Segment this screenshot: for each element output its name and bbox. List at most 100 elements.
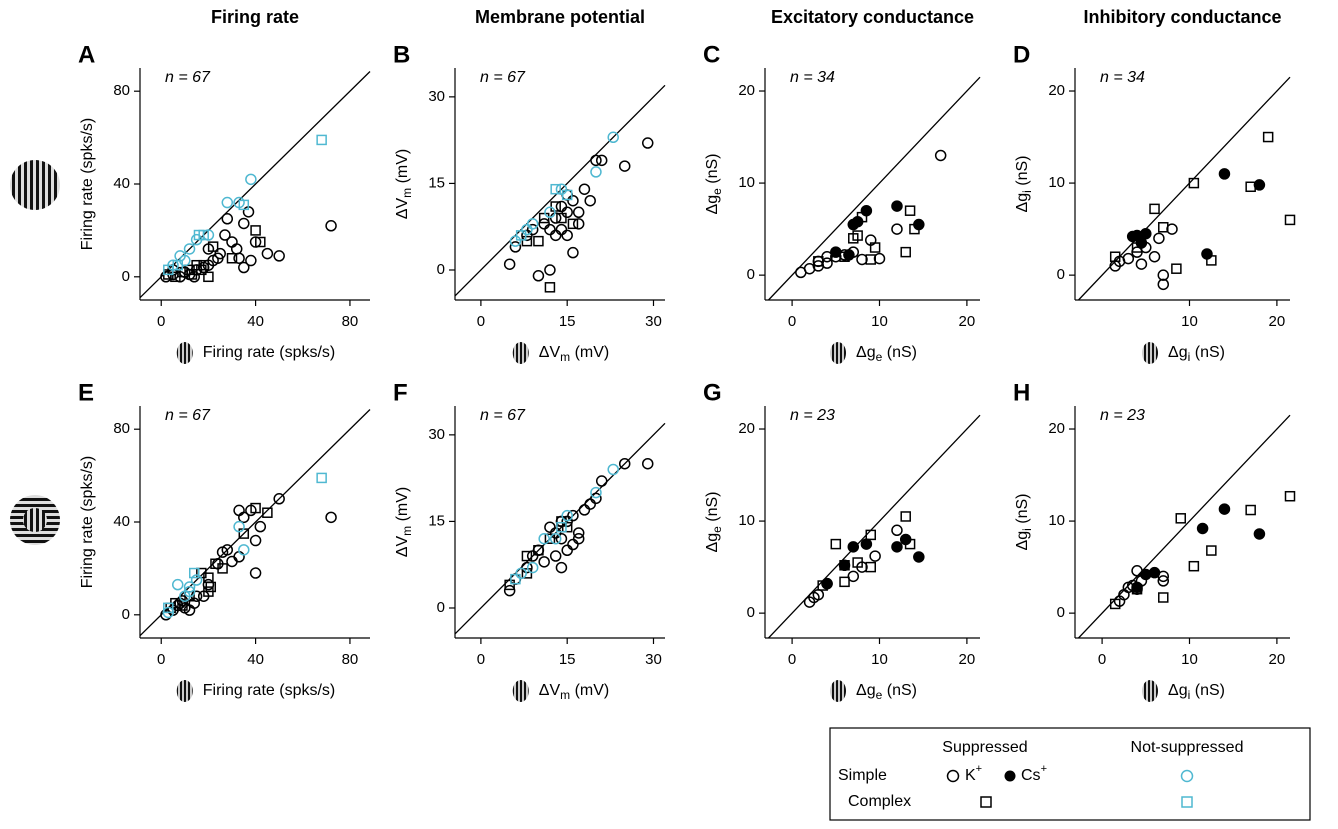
legend-marker	[980, 796, 992, 808]
stimulus-icon	[1142, 342, 1159, 364]
point	[567, 218, 579, 230]
point	[856, 253, 868, 266]
point	[521, 229, 533, 242]
point	[555, 561, 568, 574]
point	[221, 544, 234, 556]
panel-label: D	[1013, 41, 1030, 68]
point	[821, 257, 833, 269]
stimulus-icon	[830, 680, 847, 702]
point	[590, 166, 602, 178]
point	[254, 520, 267, 533]
point	[325, 511, 337, 524]
panel-label: F	[393, 379, 408, 406]
stimulus-icon	[10, 495, 60, 545]
y-tick-label: 0	[122, 268, 130, 285]
x-tick-label: 40	[247, 651, 264, 668]
y-tick-label: 0	[437, 261, 445, 278]
legend-row: Simple	[838, 767, 887, 784]
point	[561, 189, 573, 201]
legend-box	[829, 727, 1311, 821]
point	[219, 229, 231, 241]
axis-label: Δgi (nS)	[1014, 494, 1034, 551]
point	[572, 527, 585, 539]
point	[1218, 168, 1231, 180]
x-tick-label: 0	[157, 651, 165, 668]
point	[549, 527, 562, 539]
point	[847, 570, 860, 583]
point	[261, 247, 274, 260]
x-tick-label: 80	[342, 651, 359, 668]
point	[1171, 263, 1182, 274]
point	[1245, 181, 1256, 193]
point	[238, 217, 250, 230]
point	[904, 205, 916, 216]
point	[262, 507, 273, 518]
x-tick-label: 15	[559, 313, 576, 330]
point	[538, 212, 550, 224]
point	[891, 541, 903, 553]
point	[856, 211, 868, 223]
y-tick-label: 20	[738, 82, 755, 99]
point	[852, 230, 863, 241]
point	[561, 521, 573, 533]
y-tick-label: 0	[1057, 604, 1065, 621]
point	[900, 246, 911, 258]
point	[202, 578, 215, 591]
point	[561, 544, 573, 557]
annotation: n = 34	[1100, 69, 1145, 86]
point	[584, 194, 596, 207]
point	[839, 576, 850, 588]
point	[852, 557, 863, 568]
point	[533, 545, 544, 556]
axis-label: ΔVm (mV)	[394, 149, 414, 219]
point	[590, 154, 602, 167]
point	[567, 509, 579, 522]
stimulus-icon	[512, 342, 529, 364]
x-tick-label: 30	[645, 313, 662, 330]
point	[549, 212, 562, 224]
point	[249, 567, 262, 579]
point	[183, 585, 196, 598]
x-tick-label: 10	[1181, 313, 1198, 330]
point	[900, 511, 911, 522]
point	[549, 532, 562, 545]
axis-label: Δgi (nS)	[1168, 344, 1225, 364]
identity-line	[768, 76, 981, 301]
point	[245, 173, 257, 186]
point	[1122, 252, 1135, 265]
axis-label: Δge (nS)	[856, 344, 917, 364]
point	[891, 223, 903, 235]
point	[578, 504, 591, 516]
x-tick-label: 10	[871, 651, 888, 668]
point	[544, 533, 556, 544]
point	[817, 580, 828, 591]
point	[325, 220, 337, 232]
point	[1135, 258, 1148, 270]
point	[641, 457, 654, 470]
y-tick-label: 10	[1048, 174, 1065, 191]
point	[830, 538, 842, 550]
axis-label: Firing rate (spks/s)	[79, 118, 96, 250]
point	[544, 264, 556, 276]
point	[163, 602, 174, 614]
point	[521, 561, 533, 574]
point	[203, 586, 214, 597]
legend-marker	[1180, 769, 1194, 783]
point	[544, 223, 556, 236]
x-tick-label: 0	[477, 313, 485, 330]
annotation: n = 67	[165, 407, 211, 424]
point	[196, 264, 207, 276]
point	[521, 223, 533, 236]
point	[221, 213, 234, 225]
point	[913, 551, 925, 563]
point	[891, 524, 903, 537]
y-tick-label: 0	[437, 599, 445, 616]
point	[533, 235, 544, 247]
point	[838, 559, 851, 572]
annotation: n = 67	[480, 407, 526, 424]
x-tick-label: 0	[788, 651, 796, 668]
point	[183, 243, 196, 255]
point	[515, 230, 527, 241]
point	[183, 581, 196, 593]
annotation: n = 23	[790, 407, 835, 424]
